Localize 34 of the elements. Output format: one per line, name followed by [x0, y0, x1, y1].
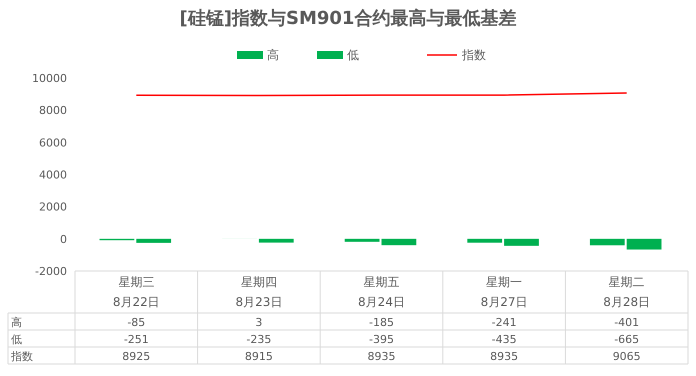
data-label: -665: [614, 333, 640, 346]
y-tick-label: 6000: [39, 136, 67, 150]
x-tick-label: 星期一 8月27日: [480, 275, 528, 309]
x-tick-label: 星期三 8月22日: [112, 275, 160, 309]
y-tick-label: 2000: [39, 200, 67, 214]
y-tick-label: 0: [60, 232, 67, 246]
y-tick-label: 4000: [39, 168, 67, 182]
data-label: -401: [614, 316, 640, 329]
legend-label: 高: [267, 48, 279, 62]
chart-title: [硅锰]指数与SM901合约最高与最低基差: [180, 8, 516, 29]
y-tick-label: 8000: [39, 104, 67, 118]
data-label: -251: [124, 333, 149, 346]
text: 高: [11, 316, 22, 329]
data-label: -85: [127, 316, 146, 329]
data-label: -235: [246, 333, 272, 346]
data-label: -435: [492, 333, 517, 346]
x-tick-label: 星期二 8月28日: [603, 275, 650, 309]
y-tick-label: -2000: [35, 265, 67, 278]
legend-label: 指数: [461, 48, 486, 62]
legend-label: 低: [347, 48, 359, 62]
text: 低: [11, 333, 22, 346]
data-label: -185: [369, 316, 394, 329]
data-label: 8935: [368, 350, 396, 363]
data-label: -395: [369, 333, 394, 346]
data-label: 8935: [490, 350, 518, 363]
data-label: -241: [492, 316, 517, 329]
data-label: 9065: [612, 350, 641, 363]
data-label: 3: [255, 316, 262, 329]
x-tick-label: 星期四 8月23日: [235, 275, 282, 309]
x-tick-label: 星期五 8月24日: [358, 275, 405, 309]
data-label: 8925: [122, 350, 150, 363]
data-label: 8915: [244, 350, 273, 363]
text: 指数: [11, 350, 33, 363]
y-tick-label: 10000: [32, 72, 67, 85]
